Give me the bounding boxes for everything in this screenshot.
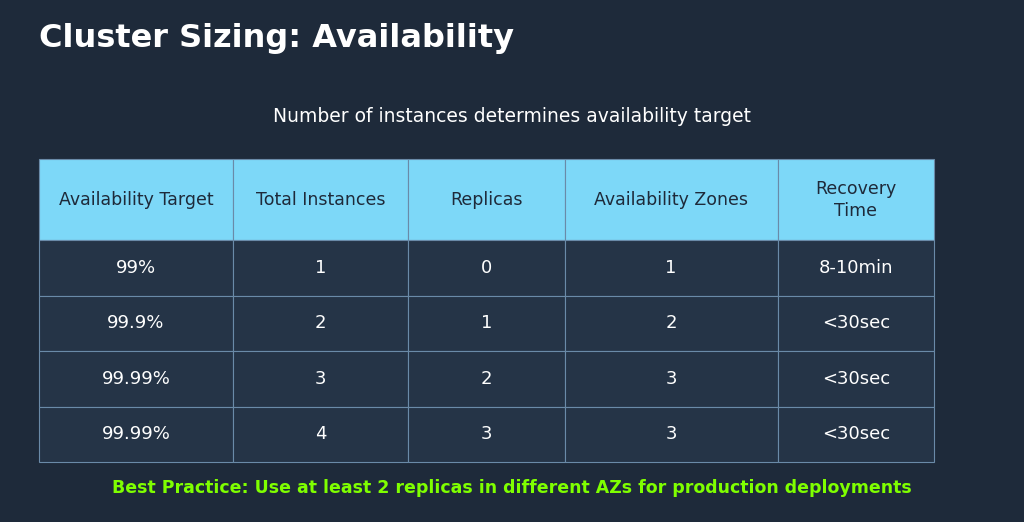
Text: 99%: 99% (116, 259, 156, 277)
Text: 3: 3 (480, 425, 493, 443)
Text: 3: 3 (315, 370, 327, 388)
Text: Availability Zones: Availability Zones (594, 191, 749, 209)
Text: Replicas: Replicas (451, 191, 522, 209)
Bar (409, 407, 564, 462)
Text: 8-10min: 8-10min (818, 259, 893, 277)
Text: 1: 1 (481, 314, 493, 333)
Bar (564, 295, 778, 351)
Text: 4: 4 (315, 425, 327, 443)
Bar (39, 295, 233, 351)
Text: Recovery
Time: Recovery Time (815, 180, 896, 220)
Text: <30sec: <30sec (822, 314, 890, 333)
Text: 2: 2 (315, 314, 327, 333)
Text: 99.99%: 99.99% (101, 425, 170, 443)
Text: Number of instances determines availability target: Number of instances determines availabil… (273, 107, 751, 126)
Bar (564, 351, 778, 407)
Text: <30sec: <30sec (822, 425, 890, 443)
Text: Cluster Sizing: Availability: Cluster Sizing: Availability (39, 23, 514, 54)
Bar (39, 240, 233, 295)
Text: 99.9%: 99.9% (108, 314, 165, 333)
Text: <30sec: <30sec (822, 370, 890, 388)
Bar (409, 295, 564, 351)
Bar (564, 240, 778, 295)
Text: 0: 0 (481, 259, 493, 277)
Bar (39, 351, 233, 407)
Text: Best Practice: Use at least 2 replicas in different AZs for production deploymen: Best Practice: Use at least 2 replicas i… (112, 479, 912, 497)
Bar (564, 159, 778, 240)
Text: 99.99%: 99.99% (101, 370, 170, 388)
Bar (39, 407, 233, 462)
Bar (233, 295, 409, 351)
Text: 2: 2 (480, 370, 493, 388)
Text: Total Instances: Total Instances (256, 191, 385, 209)
Bar (233, 240, 409, 295)
Text: 1: 1 (315, 259, 327, 277)
Bar (778, 295, 934, 351)
Text: Availability Target: Availability Target (58, 191, 213, 209)
Bar (778, 240, 934, 295)
Text: 3: 3 (666, 370, 677, 388)
Text: 3: 3 (666, 425, 677, 443)
Bar (233, 351, 409, 407)
Bar (778, 407, 934, 462)
Text: 1: 1 (666, 259, 677, 277)
Bar (778, 159, 934, 240)
Bar (39, 159, 233, 240)
Bar (233, 159, 409, 240)
Bar (564, 407, 778, 462)
Bar (409, 351, 564, 407)
Text: 2: 2 (666, 314, 677, 333)
Bar (409, 159, 564, 240)
Bar (778, 351, 934, 407)
Bar (409, 240, 564, 295)
Bar (233, 407, 409, 462)
